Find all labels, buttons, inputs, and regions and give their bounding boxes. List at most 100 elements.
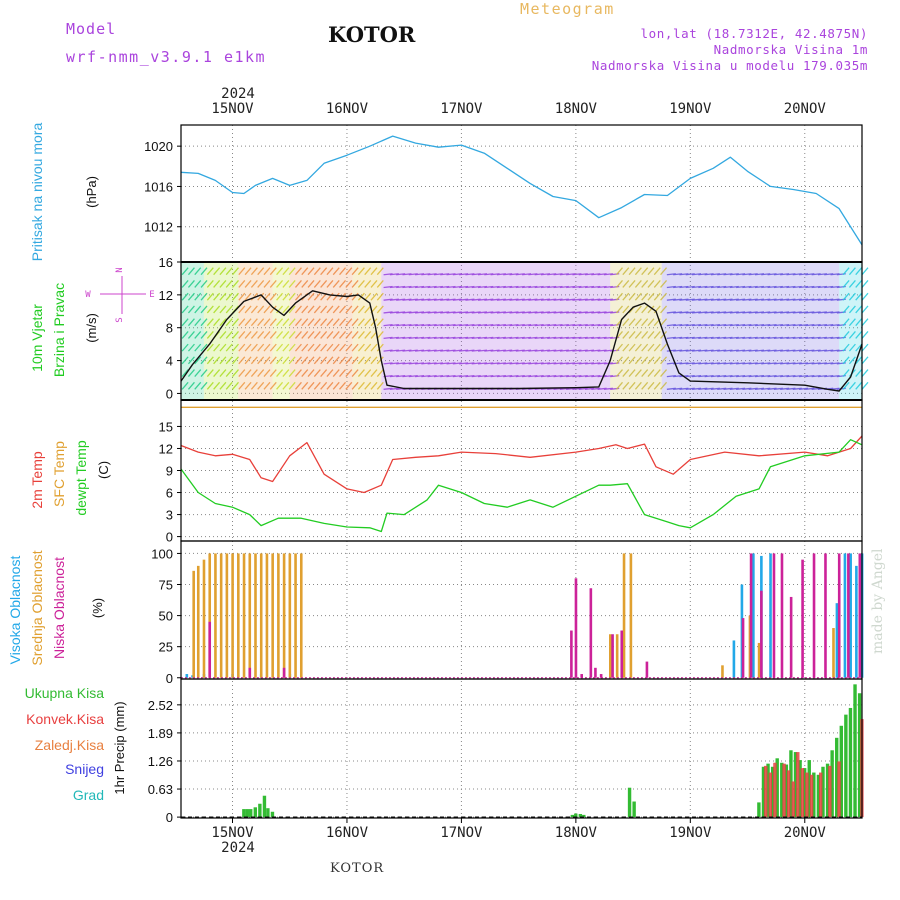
wind-barb (187, 318, 195, 327)
wind-barb (842, 381, 850, 390)
wind-barb (773, 374, 783, 378)
wind-barb (206, 267, 214, 276)
wind-barb (326, 330, 334, 339)
wind-barb (553, 349, 563, 352)
wind-barb (452, 285, 462, 289)
wind-barb (332, 280, 340, 288)
precip_total-bar (821, 766, 825, 818)
wind-barb (187, 369, 195, 378)
y-tick-label: 9 (166, 464, 173, 479)
wind-barb (515, 324, 525, 327)
wind-barb (566, 273, 576, 276)
wind-barb (452, 324, 462, 327)
wind-barb (848, 318, 856, 327)
precip-legend-snow: Snijeg (65, 761, 104, 777)
wind-barb (376, 381, 384, 390)
wind-barb (798, 349, 809, 352)
wind-barb (584, 311, 595, 314)
wind-barb (679, 285, 689, 289)
wind-barb (433, 336, 444, 340)
precip_total-bar (266, 808, 270, 818)
wind-barb (729, 387, 739, 390)
y-tick-label: 6 (166, 486, 173, 501)
wind-barb (559, 374, 569, 378)
wind-barb (459, 362, 469, 365)
grid-layer (181, 125, 862, 818)
wind-barb (861, 381, 869, 390)
wind-barb (313, 369, 321, 378)
wind-barb (313, 356, 321, 365)
wind-barb (522, 336, 532, 340)
wind-barb (490, 336, 500, 340)
wind-barb (408, 298, 418, 301)
wind-barb (729, 285, 739, 289)
wind-barb (842, 330, 850, 339)
cloud_low-bar (208, 621, 212, 678)
wind-barb (459, 374, 469, 378)
wind-barb (830, 387, 840, 390)
wind-barb (553, 362, 563, 365)
wind-barb (213, 305, 221, 314)
wind-barb (320, 267, 328, 276)
wind-barb (396, 324, 406, 327)
wind-barb (402, 336, 412, 340)
wind-barb (566, 298, 576, 301)
wind-barb (824, 298, 834, 301)
wind-barb (723, 285, 733, 289)
wind-barb (496, 336, 506, 340)
wind-barb (408, 374, 418, 378)
wind-barb (187, 381, 195, 390)
wind-barb (653, 292, 661, 301)
wind-barb (496, 273, 506, 276)
wind-barb (578, 324, 588, 327)
wind-barb (351, 330, 359, 339)
cloud_mid-bar (196, 565, 200, 678)
wind-barb (534, 336, 544, 340)
wind-barb (534, 374, 544, 378)
wind-barb (591, 285, 601, 289)
wind-barb (805, 273, 815, 276)
wind-barb (484, 311, 494, 314)
wind-barb (780, 387, 790, 390)
model-name: wrf-nmm_v3.9.1 e1km (66, 48, 267, 66)
wind-barb (414, 324, 425, 327)
wind-barb (187, 343, 195, 352)
y-tick-label: 50 (159, 609, 173, 624)
wind-barb (244, 343, 252, 352)
wind-barb (848, 267, 856, 276)
wind-barb (691, 349, 702, 352)
y-tick-label: 16 (159, 255, 173, 270)
wind-barb (748, 374, 758, 378)
wind-barb (742, 285, 752, 289)
wind-barb (540, 285, 551, 289)
y-tick-label: 25 (159, 640, 173, 655)
wind-barb (515, 311, 525, 314)
wind-barb (780, 273, 790, 276)
wind-barb (471, 273, 481, 276)
wind-barb (257, 369, 265, 378)
wind-barb (389, 362, 399, 365)
wind-barb (194, 292, 202, 301)
wind-barb (351, 343, 359, 352)
wind-barb (691, 285, 702, 289)
wind-barb (553, 336, 563, 340)
wind-barb (736, 336, 746, 340)
wind-barb (282, 330, 290, 339)
wind-barb (685, 273, 695, 276)
wind-barb (685, 387, 695, 390)
wind-barb (710, 324, 720, 327)
wind-barb (798, 324, 809, 327)
wind-barb (685, 336, 695, 340)
x-day-label-bottom: 18NOV (555, 825, 598, 841)
wind-barb (591, 362, 601, 365)
cloud_low-bar (570, 630, 573, 678)
wind-barb (717, 362, 727, 365)
wind-barb (628, 267, 636, 276)
wind-barb (389, 387, 399, 390)
wind-barb (213, 280, 221, 288)
wind-barb (855, 280, 863, 288)
wind-barb (673, 336, 683, 340)
wind-barb (578, 349, 588, 352)
wind-barb (238, 318, 246, 327)
wind-barb (805, 387, 815, 390)
